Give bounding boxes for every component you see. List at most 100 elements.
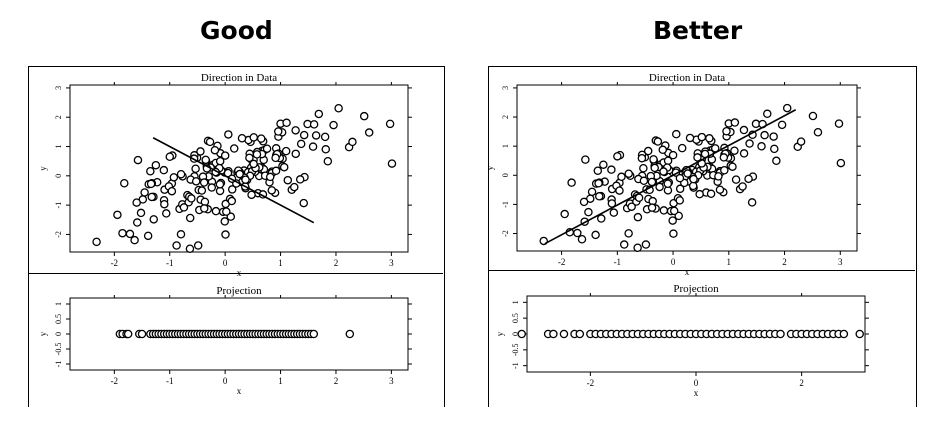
better-scatter-point-170 [655, 182, 664, 192]
good-scatter-point-48 [224, 130, 233, 139]
good-scatter-point-170 [207, 183, 217, 192]
good-scatter-point-192 [271, 153, 280, 163]
good-projection-point-66 [345, 329, 355, 339]
good-scatter-point-54 [334, 103, 343, 113]
better-scatter-point-136 [579, 197, 589, 207]
good-projection-xlabel: x [237, 386, 242, 396]
good-scatter-ytick-label-3: 1 [54, 145, 63, 149]
good-scatter-point-126 [185, 244, 195, 253]
better-scatter-plot-frame [516, 84, 858, 252]
good-scatter-ytick-label-4: 2 [54, 115, 63, 119]
good-scatter-point-193 [252, 150, 262, 159]
better-scatter-point-144 [738, 182, 747, 191]
better-scatter-point-148 [697, 132, 707, 142]
good-scatter-point-85 [320, 132, 330, 142]
better-scatter-xtick-label-1: -1 [614, 257, 622, 267]
better-scatter-point-107 [763, 109, 772, 119]
better-scatter-ytick-label-3: 1 [501, 144, 510, 148]
good-scatter-ytick-label-1: -1 [54, 202, 63, 209]
better-scatter-point-127 [772, 156, 781, 166]
good-scatter-plot-frame [69, 84, 409, 253]
better-scatter-point-180 [730, 146, 739, 155]
good-scatter-point-172 [295, 175, 305, 184]
better-scatter-point-93 [659, 206, 669, 215]
better-scatter-point-182 [693, 153, 702, 162]
better-scatter-point-133 [730, 118, 740, 127]
better-scatter-point-177 [675, 196, 685, 205]
good-scatter-point-96 [176, 230, 186, 239]
good-scatter-point-146 [160, 199, 169, 209]
better-projection-point-0 [517, 329, 526, 339]
good-scatter-point-29 [291, 149, 300, 159]
better-scatter-point-138 [627, 202, 636, 211]
better-scatter-point-48 [672, 129, 681, 139]
better-scatter-point-58 [641, 240, 651, 249]
good-scatter-point-155 [308, 142, 318, 151]
good-scatter-point-97 [205, 137, 215, 147]
better-scatter-point-178 [624, 169, 633, 178]
good-scatter-point-92 [321, 145, 331, 154]
good-scatter-point-123 [169, 173, 179, 182]
good-scatter-point-133 [282, 118, 291, 128]
good-scatter-point-7 [120, 178, 129, 188]
good-projection-ytick-label-3: 0.5 [54, 314, 63, 324]
good-scatter-point-110 [329, 120, 338, 130]
good-scatter-point-179 [283, 175, 293, 185]
good-scatter-point-64 [197, 186, 207, 195]
good-scatter-point-144 [290, 182, 299, 192]
better-scatter-point-81 [613, 152, 622, 161]
good-scatter-point-45 [159, 165, 169, 175]
better-projection-ylabel: y [495, 331, 505, 336]
better-scatter-point-161 [669, 206, 679, 216]
better-scatter-xtick-label-3: 1 [727, 257, 732, 267]
good-projection-xtick-label-2: 0 [223, 376, 228, 386]
good-scatter-point-180 [281, 146, 291, 156]
better-projection-xtick-label-0: -2 [587, 378, 595, 388]
good-scatter-point-137 [221, 230, 230, 239]
better-scatter-point-80 [573, 228, 582, 238]
good-scatter-point-69 [220, 217, 230, 226]
better-scatter-point-172 [744, 174, 753, 184]
better-scatter-point-110 [777, 120, 787, 130]
better-scatter-point-155 [757, 142, 766, 151]
good-scatter-point-35 [146, 166, 155, 176]
better-scatter-point-35 [593, 166, 603, 175]
good-scatter-ytick-label-0: -2 [54, 231, 63, 238]
good-scatter-point-100 [149, 215, 158, 224]
better-projection-ytick-label-0: -1 [511, 362, 520, 369]
good-scatter-point-139 [256, 134, 266, 143]
better-projection-ytick-label-3: 0.5 [511, 313, 520, 323]
better-scatter-ytick-label-1: -1 [501, 201, 510, 208]
better-projection-point-2 [549, 329, 558, 339]
better-scatter-point-95 [639, 176, 649, 186]
better-projection-ytick-label-2: 0 [511, 332, 520, 336]
good-scatter-point-177 [227, 196, 237, 206]
good-scatter-point-148 [249, 133, 259, 142]
good-scatter-point-181 [130, 235, 139, 245]
better-scatter-point-137 [669, 229, 678, 238]
better-scatter-point-190 [647, 203, 657, 212]
good-scatter-point-98 [185, 213, 195, 223]
better-scatter-point-49 [619, 240, 629, 249]
better-scatter-point-45 [607, 165, 616, 174]
better-scatter-point-187 [689, 174, 698, 184]
good-scatter-point-17 [247, 190, 256, 200]
good-projection-ytick-label-2: 0 [54, 332, 63, 336]
better-projection-xtick-label-1: 0 [694, 378, 699, 388]
good-scatter-point-34 [364, 128, 374, 137]
good-projection-ytick-label-0: -1 [54, 361, 63, 368]
good-scatter-point-182 [245, 153, 254, 163]
good-projection-point-5 [137, 329, 147, 339]
frame-divider-better [488, 270, 915, 271]
better-scatter-ytick-label-4: 2 [501, 115, 510, 119]
good-scatter-point-135 [237, 134, 247, 143]
better-scatter-point-185 [663, 179, 673, 188]
good-projection-ylabel: y [38, 331, 48, 336]
good-scatter-point-178 [176, 169, 186, 179]
better-scatter-point-103 [560, 209, 569, 219]
better-projection-title: Projection [673, 283, 719, 295]
good-scatter-point-143 [151, 160, 161, 170]
better-scatter-ytick-label-2: 0 [501, 173, 510, 177]
better-scatter-point-189 [747, 198, 757, 207]
